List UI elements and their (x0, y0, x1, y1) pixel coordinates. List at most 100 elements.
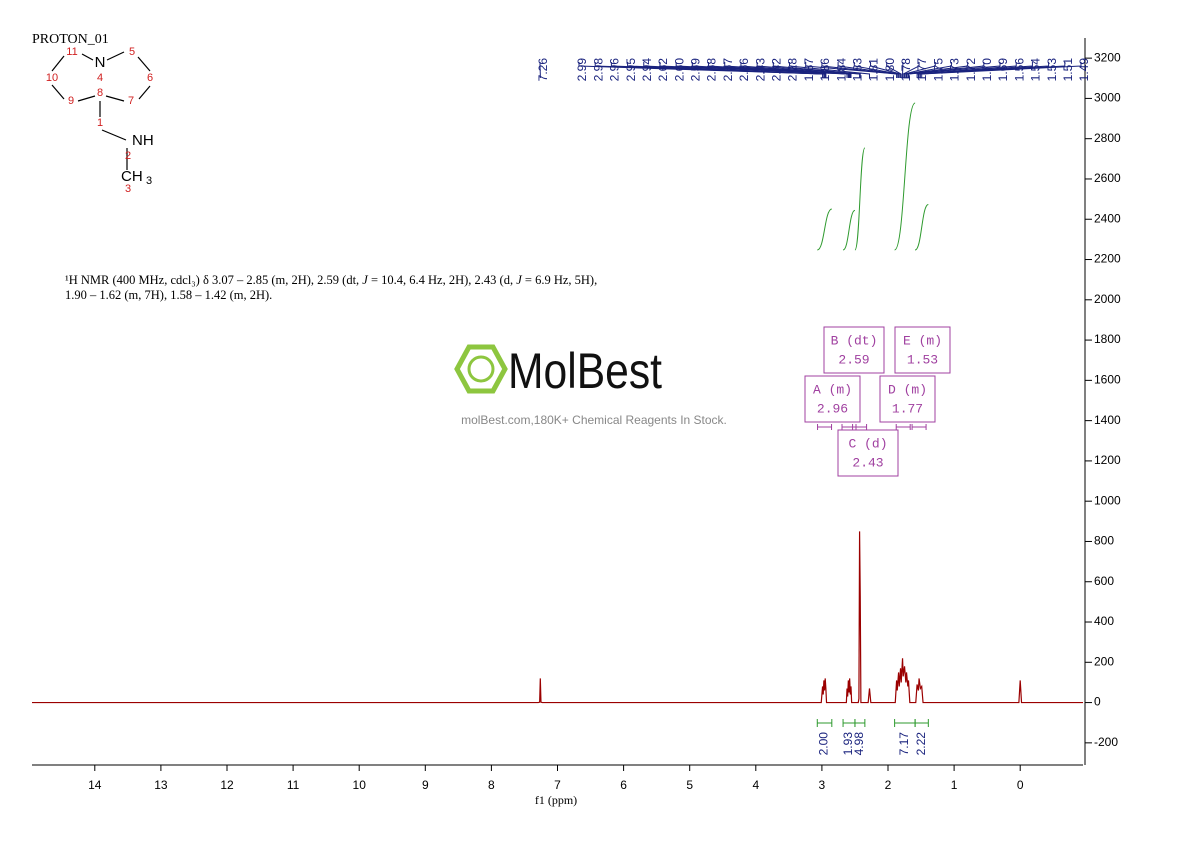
multiplet-marker (895, 424, 911, 430)
x-tick-label: 12 (220, 778, 234, 792)
multiplet-box (879, 375, 936, 423)
description-part: J (516, 273, 522, 287)
atom-number: 10 (46, 72, 58, 84)
x-tick-label: 6 (620, 778, 627, 792)
bond (101, 129, 127, 141)
multiplet-box (837, 429, 899, 477)
bond (77, 95, 96, 102)
atom-number: 1 (97, 117, 103, 129)
x-tick-label: 13 (154, 778, 168, 792)
peak-connector (724, 62, 851, 78)
atom-label: N (95, 54, 106, 71)
description-part: ¹H NMR (400 MHz, cdcl₃) δ 3.07 – 2.85 (m… (65, 273, 363, 287)
peak-connector (821, 62, 898, 78)
peak-connector (905, 62, 952, 78)
multiplet-shift: 2.96 (817, 401, 848, 416)
multiplet-shift: 1.53 (907, 352, 938, 367)
multiplet-label: B (dt) (831, 333, 878, 348)
bond (51, 84, 65, 100)
integral-label: 2.22 (914, 732, 928, 756)
integral-curve (894, 102, 916, 251)
y-tick-label: 2600 (1094, 171, 1121, 185)
peak-label: 2.62 (656, 58, 670, 82)
peak-connector (916, 62, 1017, 78)
description-part: J (362, 273, 368, 287)
y-tick-label: 2400 (1094, 211, 1121, 225)
watermark-logo (454, 344, 508, 394)
multiplet-box (894, 326, 951, 374)
y-tick-label: 1200 (1094, 453, 1121, 467)
peak-label: 7.26 (536, 58, 550, 82)
description-part: = 6.9 Hz, 5H), 1.90 – 1.62 (m, 7H), 1.58… (65, 273, 598, 302)
x-tick-label: 2 (885, 778, 892, 792)
bond (137, 56, 151, 72)
watermark-tagline: molBest.com,180K+ Chemical Reagents In S… (461, 413, 727, 427)
peak-label: 2.96 (608, 58, 622, 82)
chart-title: PROTON_01 (32, 32, 109, 47)
y-tick-label: 800 (1094, 534, 1114, 548)
y-tick-label: 0 (1094, 695, 1101, 709)
integral-bracket (854, 719, 866, 727)
multiplet-label: A (m) (813, 382, 852, 397)
peak-connector (907, 62, 1001, 78)
integral-curve (817, 208, 833, 251)
peak-label: 2.59 (689, 58, 703, 82)
x-tick-label: 8 (488, 778, 495, 792)
peak-label: 2.43 (753, 58, 767, 82)
atom-number: 6 (147, 72, 153, 84)
peak-label: 2.42 (769, 58, 783, 82)
peak-label: 1.87 (802, 58, 816, 82)
atom-number: 8 (97, 87, 103, 99)
multiplet-marker (852, 424, 868, 430)
peak-connector (906, 62, 969, 78)
peak-label: 1.53 (1045, 58, 1059, 82)
integral-curve (854, 147, 866, 251)
multiplet-shift: 2.43 (852, 455, 883, 470)
multiplet-label: C (d) (848, 436, 887, 451)
atom-number: 9 (68, 95, 74, 107)
logo-hexagon (454, 344, 508, 394)
peak-label: 1.51 (1061, 58, 1075, 82)
x-tick-label: 1 (951, 778, 958, 792)
x-tick-label: 14 (88, 778, 102, 792)
atom-number: 7 (128, 95, 134, 107)
integral-label: 4.98 (852, 732, 866, 756)
peak-label: 1.80 (883, 58, 897, 82)
y-tick-label: 1600 (1094, 373, 1121, 387)
x-tick-label: 7 (554, 778, 561, 792)
integral-bracket (842, 719, 856, 727)
bond (81, 53, 94, 61)
multiplet-label: D (m) (888, 382, 927, 397)
y-tick-label: 1400 (1094, 413, 1121, 427)
atom-label: CH (121, 168, 143, 185)
atom-number: 11 (66, 46, 77, 58)
integral-curve (914, 203, 929, 251)
integral-label: 2.00 (817, 732, 831, 756)
atom-number: 2 (125, 150, 131, 162)
bond (138, 85, 151, 100)
peak-connector (869, 62, 902, 78)
peak-connector (886, 62, 902, 78)
multiplet-label: E (m) (903, 333, 942, 348)
y-tick-label: 200 (1094, 654, 1114, 668)
bond (105, 95, 125, 102)
integral-bracket (914, 719, 929, 727)
peak-connector (902, 62, 920, 78)
y-tick-label: 1000 (1094, 493, 1121, 507)
watermark-brand: MolBest (508, 343, 662, 399)
peak-connector (756, 62, 861, 78)
multiplet-box (823, 326, 885, 374)
integral-label: 1.93 (841, 732, 855, 756)
peak-connector (772, 62, 861, 78)
nmr-description: ¹H NMR (400 MHz, cdcl₃) δ 3.07 – 2.85 (m… (65, 273, 610, 303)
x-tick-label: 9 (422, 778, 429, 792)
multiplet-marker (817, 424, 833, 430)
peak-connector (921, 62, 1082, 78)
integral-bracket (894, 719, 916, 727)
integral-bracket (816, 719, 833, 727)
peak-label: 2.56 (737, 58, 751, 82)
multiplet-shift: 2.59 (838, 352, 869, 367)
logo-ring (467, 355, 495, 383)
peak-connector (789, 62, 870, 78)
